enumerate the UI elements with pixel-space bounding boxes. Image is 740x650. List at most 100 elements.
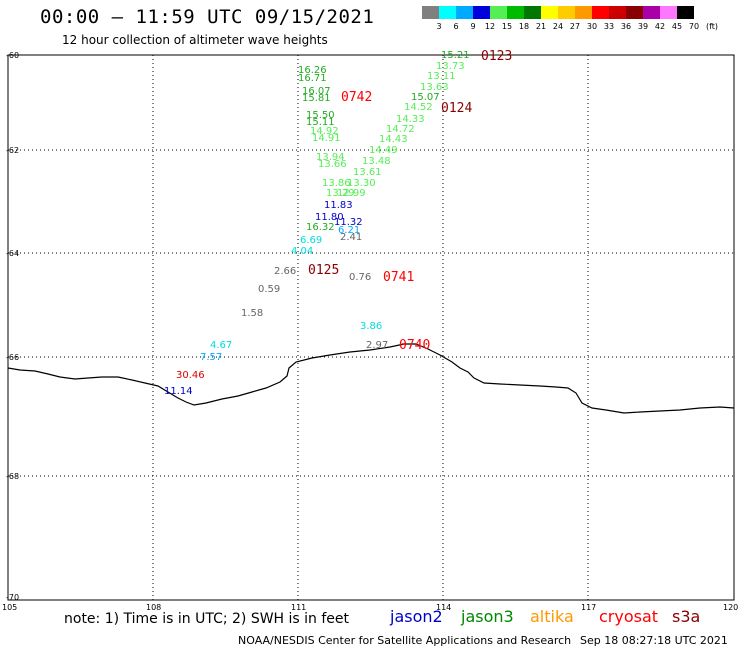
legend-label: 45: [671, 22, 683, 31]
wave-height-label: 13.66: [318, 159, 347, 170]
graticule: [8, 55, 734, 600]
map-title: 00:00 – 11:59 UTC 09/15/2021: [40, 6, 375, 28]
pass-time-label: 0125: [308, 263, 340, 278]
legend-swatch: [677, 6, 694, 19]
pass-time-label: 0742: [341, 90, 373, 105]
pass-time-label: 0124: [441, 101, 473, 116]
legend-label: 18: [518, 22, 530, 31]
wave-height-label: 13.48: [362, 156, 391, 167]
wave-height-label: 3.86: [360, 321, 383, 332]
wave-height-label: 7.57: [200, 352, 223, 363]
wave-height-label: 16.71: [298, 73, 327, 84]
pass-time-label: 0740: [399, 338, 431, 353]
wave-height-label: 12.99: [337, 188, 366, 199]
legend-swatch: [490, 6, 507, 19]
wave-height-label: 16.26: [298, 65, 327, 76]
lon-label: 120: [723, 603, 739, 612]
wave-height-label: 1.58: [241, 308, 264, 319]
lon-label: 114: [436, 603, 452, 612]
satellite-altika-label: altika: [530, 607, 574, 626]
wave-height-label: 13.86: [322, 178, 351, 189]
legend-label: 12: [484, 22, 496, 31]
wave-height-label: 11.32: [334, 217, 363, 228]
wave-height-label: 0.59: [258, 284, 281, 295]
wave-height-label: 2.41: [340, 232, 363, 243]
lon-label: 108: [146, 603, 162, 612]
wave-height-label: 2.97: [366, 340, 389, 351]
legend-swatch: [422, 6, 439, 19]
legend-label: 6: [453, 22, 459, 31]
legend-swatch: [473, 6, 490, 19]
pass-time-label: 0123: [481, 49, 513, 64]
coastline: [7, 343, 735, 414]
legend-label: 15: [501, 22, 513, 31]
map-subtitle: 12 hour collection of altimeter wave hei…: [62, 33, 328, 47]
legend-label: 9: [470, 22, 476, 31]
legend-swatch: [592, 6, 609, 19]
wave-height-label: 14.33: [396, 114, 425, 125]
legend-swatch: [575, 6, 592, 19]
legend-label: 36: [620, 22, 632, 31]
wave-height-label: 0.76: [349, 272, 372, 283]
legend-label: 30: [586, 22, 598, 31]
legend-swatch: [456, 6, 473, 19]
lat-label: -66: [6, 353, 20, 362]
lon-label: 117: [581, 603, 597, 612]
wave-height-label: 15.11: [306, 117, 335, 128]
wave-height-label: 14.91: [312, 133, 341, 144]
legend-swatch: [643, 6, 660, 19]
legend-label: 24: [552, 22, 564, 31]
legend-swatch: [626, 6, 643, 19]
legend-label: 21: [535, 22, 547, 31]
wave-height-label: 11.83: [324, 200, 353, 211]
legend-swatch: [439, 6, 456, 19]
wave-height-label: 16.32: [306, 222, 335, 233]
wave-height-label: 14.72: [386, 124, 415, 135]
wave-height-label: 13.29: [326, 188, 355, 199]
wave-height-label: 4.04: [291, 246, 314, 257]
satellite-jason3-label: jason3: [461, 607, 514, 626]
lon-label: 111: [291, 603, 307, 612]
lat-label: -64: [6, 249, 20, 258]
wave-height-label: 13.61: [353, 167, 382, 178]
wave-height-label: 15.21: [441, 50, 470, 61]
lat-label: -70: [6, 593, 20, 602]
wave-height-label: 30.46: [176, 370, 205, 381]
lon-label: 105: [2, 603, 18, 612]
legend-swatch: [558, 6, 575, 19]
legend-label: 70: [688, 22, 700, 31]
wave-height-label: 13.30: [347, 178, 376, 189]
wave-height-label: 14.52: [404, 102, 433, 113]
legend-swatch: [609, 6, 626, 19]
lat-label: -60: [6, 51, 20, 60]
wave-height-label: 15.81: [302, 93, 331, 104]
legend-swatch: [541, 6, 558, 19]
wave-height-label: 14.43: [379, 134, 408, 145]
wave-height-label: 13.94: [316, 152, 345, 163]
lat-label: -62: [6, 146, 20, 155]
wave-height-label: 6.21: [338, 225, 361, 236]
generated-timestamp: Sep 18 08:27:18 UTC 2021: [580, 634, 728, 647]
legend-swatch: [524, 6, 541, 19]
wave-height-label: 13.63: [420, 82, 449, 93]
wave-height-label: 13.11: [427, 71, 456, 82]
legend-label: 39: [637, 22, 649, 31]
wave-height-label: 6.69: [300, 235, 323, 246]
legend-label: 27: [569, 22, 581, 31]
satellite-s3a-label: s3a: [672, 607, 701, 626]
wave-height-label: 11.80: [315, 212, 344, 223]
wave-height-label: 16.07: [302, 86, 331, 97]
footnote: note: 1) Time is in UTC; 2) SWH is in fe…: [64, 611, 350, 627]
wave-height-label: 15.50: [306, 110, 335, 121]
wave-height-label: 14.92: [310, 126, 339, 137]
wave-height-label: 13.73: [436, 61, 465, 72]
map-frame: [7, 54, 735, 601]
satellite-cryosat-label: cryosat: [599, 607, 659, 626]
legend-label: 42: [654, 22, 666, 31]
lat-label: -68: [6, 472, 20, 481]
legend-label: (ft): [705, 22, 719, 31]
legend-swatch: [660, 6, 677, 19]
legend-swatch: [507, 6, 524, 19]
pass-time-label: 0741: [383, 270, 415, 285]
wave-height-label: 11.14: [164, 386, 193, 397]
